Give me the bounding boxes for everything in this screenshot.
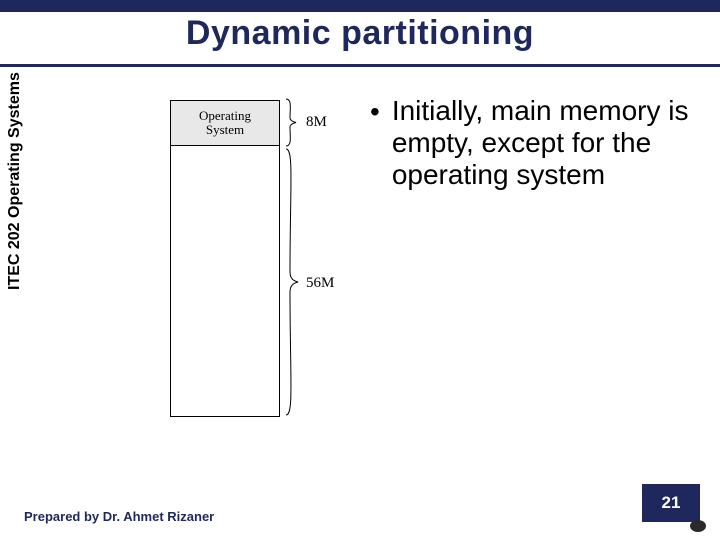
title-area: Dynamic partitioning bbox=[0, 14, 720, 53]
brace-os-icon bbox=[284, 98, 302, 147]
brace-empty-icon bbox=[284, 147, 302, 417]
memory-empty-block bbox=[171, 146, 279, 416]
memory-diagram: Operating System 8M 56M bbox=[60, 90, 360, 460]
page-number-badge: 21 bbox=[642, 484, 700, 522]
slide-title: Dynamic partitioning bbox=[0, 14, 720, 53]
content-area: Operating System 8M 56M • Initially, mai… bbox=[60, 90, 700, 460]
memory-rect: Operating System bbox=[170, 100, 280, 417]
os-label-line2: System bbox=[206, 123, 244, 137]
bullet-text: Initially, main memory is empty, except … bbox=[392, 95, 700, 192]
page-badge-dot-icon bbox=[690, 520, 706, 532]
memory-os-block: Operating System bbox=[171, 101, 279, 146]
footer-author: Prepared by Dr. Ahmet Rizaner bbox=[24, 509, 214, 524]
bullet-item: • Initially, main memory is empty, excep… bbox=[370, 95, 700, 192]
page-number: 21 bbox=[662, 493, 681, 513]
size-empty-label: 56M bbox=[306, 275, 334, 292]
bullet-marker-icon: • bbox=[370, 95, 380, 192]
top-accent-bar bbox=[0, 0, 720, 12]
os-label-line1: Operating bbox=[199, 109, 251, 123]
course-side-label: ITEC 202 Operating Systems bbox=[6, 72, 24, 290]
size-os-label: 8M bbox=[306, 114, 327, 131]
title-underline bbox=[0, 64, 720, 67]
bullet-column: • Initially, main memory is empty, excep… bbox=[360, 90, 700, 460]
